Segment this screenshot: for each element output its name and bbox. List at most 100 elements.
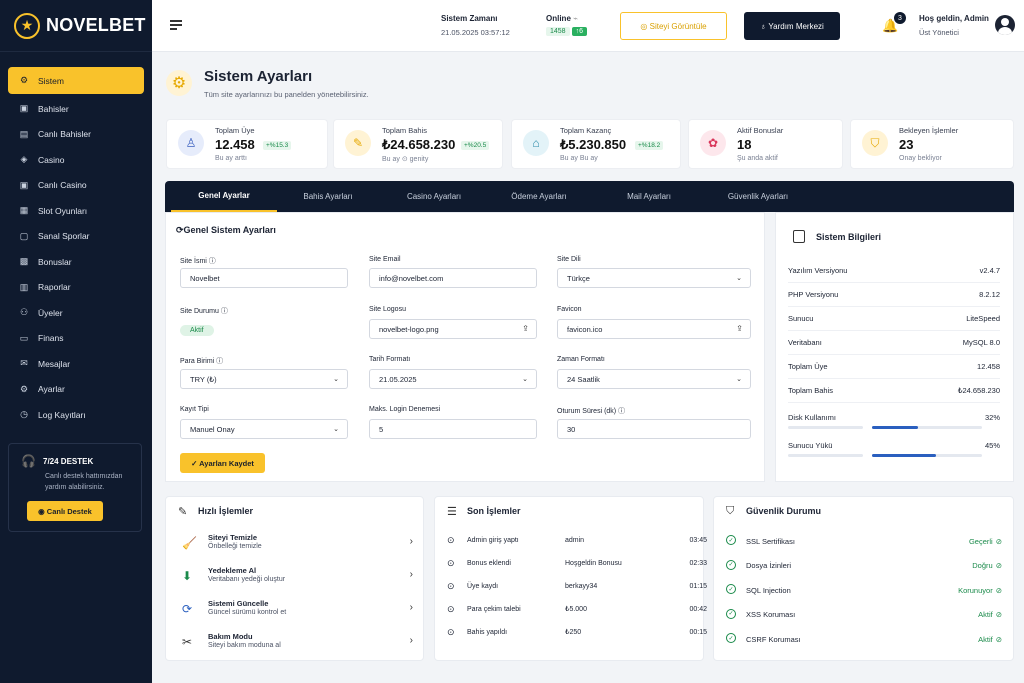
menu-toggle-icon[interactable] (170, 20, 182, 30)
shield-icon: ⛉ (862, 130, 888, 156)
sidebar-item-sistem[interactable]: ⚙ Sistem (8, 67, 144, 94)
users-icon: ♙ (178, 130, 204, 156)
date-format-select[interactable]: 21.05.2025 ⌄ (369, 369, 537, 389)
activity-row: ⊙ Para çekim talebi ₺5.000 00:42 (447, 598, 707, 620)
time-format-label: Zaman Formatı (557, 356, 605, 363)
sysinfo-meter-row: Sunucu Yükü 45% (788, 438, 1000, 452)
currency-select[interactable]: TRY (₺) ⌄ (180, 369, 348, 389)
sysinfo-value: LiteSpeed (966, 314, 1000, 323)
user-info[interactable]: Hoş geldin, Admin Üst Yönetici (919, 14, 989, 37)
help-center-button[interactable]: ♁ Yardım Merkezi (744, 12, 840, 40)
tab-bahis-ayarlar-[interactable]: Bahis Ayarları (303, 192, 353, 201)
site-logo-upload[interactable]: novelbet-logo.png ⇪ (369, 319, 537, 339)
quick-action-item[interactable]: ⬇ Yedekleme Al Veritabanı yedeği oluştur › (180, 563, 413, 593)
bell-icon[interactable]: 🔔 (882, 18, 899, 33)
chevron-right-icon: › (409, 569, 413, 580)
activity-row: ⊙ Admin giriş yaptı admin 03:45 (447, 529, 707, 551)
stat-value: 12.458 (215, 137, 255, 152)
sidebar-item-sanal-sporlar[interactable]: ▢ Sanal Sporlar (0, 224, 152, 250)
support-title: 7/24 DESTEK (43, 456, 94, 466)
sidebar-item-label: Canlı Bahisler (38, 129, 91, 140)
live-casino-icon: ▣ (19, 179, 29, 190)
quick-action-item[interactable]: 🧹 Siteyi Temizle Önbelleği temizle › (180, 530, 413, 560)
activity-icon: ⊙ (447, 580, 455, 591)
stat-value: 18 (737, 137, 752, 152)
site-email-input[interactable]: info@novelbet.com (369, 268, 537, 288)
sidebar-item-bahisler[interactable]: ▣ Bahisler (0, 96, 152, 122)
sidebar-item-canl-casino[interactable]: ▣ Canlı Casino (0, 173, 152, 199)
sidebar-item-slot-oyunlar-[interactable]: ▦ Slot Oyunları (0, 198, 152, 224)
gift-icon: ✿ (700, 130, 726, 156)
sysinfo-row: PHP Versiyonu 8.2.12 (788, 283, 1000, 307)
finance-icon: ▭ (19, 332, 29, 343)
meter-bar-track (872, 454, 982, 457)
save-settings-button[interactable]: ✓ Ayarları Kaydet (180, 453, 265, 473)
activity-time: 00:15 (689, 628, 707, 636)
site-name-input[interactable]: Novelbet (180, 268, 348, 288)
general-settings-card: ⟳Genel Sistem Ayarları Site İsmi ⓘ Novel… (165, 212, 765, 482)
check-icon: ⊘ (995, 634, 1002, 644)
tab--deme-ayarlar-[interactable]: Ödeme Ayarları (511, 192, 567, 201)
security-status-title: Güvenlik Durumu (746, 506, 822, 516)
upload-icon: ⇪ (522, 324, 529, 333)
max-login-input[interactable]: 5 (369, 419, 537, 439)
activity-action: Admin giriş yaptı (467, 536, 519, 544)
favicon-upload[interactable]: favicon.ico ⇪ (557, 319, 751, 339)
tab-casino-ayarlar-[interactable]: Casino Ayarları (406, 192, 462, 201)
tab-g-venlik-ayarlar-[interactable]: Güvenlik Ayarları (727, 192, 789, 201)
upload-icon: ⇪ (736, 324, 743, 333)
avatar[interactable] (995, 15, 1015, 35)
slot-icon: ▦ (19, 205, 29, 216)
sidebar-item-raporlar[interactable]: ▥ Raporlar (0, 275, 152, 301)
live-support-button[interactable]: ◉ Canlı Destek (27, 501, 103, 521)
chevron-right-icon: › (409, 635, 413, 646)
stat-value: ₺5.230.850 (560, 137, 627, 152)
stat-title: Toplam Kazanç (560, 126, 612, 135)
activity-icon: ⊙ (447, 534, 455, 545)
sysinfo-meter-row: Disk Kullanımı 32% (788, 410, 1000, 424)
sidebar-item-casino[interactable]: ◈ Casino (0, 147, 152, 173)
welcome-text: Hoş geldin, Admin (919, 14, 989, 23)
sidebar-item--yeler[interactable]: ⚇ Üyeler (0, 300, 152, 326)
time-format-select[interactable]: 24 Saatlik ⌄ (557, 369, 751, 389)
sidebar-item-ayarlar[interactable]: ⚙ Ayarlar (0, 377, 152, 403)
sidebar-item-finans[interactable]: ▭ Finans (0, 326, 152, 352)
quick-action-title: Siteyi Temizle (208, 533, 258, 542)
live-icon: ▤ (19, 128, 29, 139)
meter-value: 32% (984, 412, 1000, 422)
view-site-button[interactable]: ◎ Siteyi Görüntüle (620, 12, 727, 40)
quick-action-title: Yedekleme Al (208, 566, 257, 575)
online-label: Online (546, 14, 571, 23)
quick-actions-card: ✎ Hızlı İşlemler 🧹 Siteyi Temizle Önbelleğ… (165, 496, 424, 661)
max-login-label: Maks. Login Denemesi (369, 406, 441, 413)
recent-activity-title: Son İşlemler (467, 506, 521, 516)
site-lang-select[interactable]: Türkçe ⌄ (557, 268, 751, 288)
quick-action-item[interactable]: ⟳ Sistemi Güncelle Güncel sürümü kontrol e… (180, 596, 413, 626)
logo[interactable]: ★ NOVELBET (0, 0, 152, 52)
sidebar-item-canl-bahisler[interactable]: ▤ Canlı Bahisler (0, 122, 152, 148)
session-input[interactable]: 30 (557, 419, 751, 439)
check-circle-icon: ✓ (726, 633, 736, 643)
shield-icon: ⛉ (726, 505, 735, 517)
sidebar-item-log-kay-tlar-[interactable]: ◷ Log Kayıtları (0, 402, 152, 428)
signal-icon: ⌁ (573, 14, 578, 23)
gear-icon: ⚙ (19, 75, 29, 85)
reg-type-select[interactable]: Manuel Onay ⌄ (180, 419, 348, 439)
sidebar-item-bonuslar[interactable]: ▩ Bonuslar (0, 249, 152, 275)
activity-time: 03:45 (689, 536, 707, 544)
stat-card: ✿ Aktif Bonuslar 18 Şu anda aktif (688, 119, 843, 169)
online-status: Online ⌁ 1458 ↑6 (546, 14, 587, 36)
settings-icon: ⚙ (19, 383, 29, 394)
sidebar-item-mesajlar[interactable]: ✉ Mesajlar (0, 351, 152, 377)
site-status-toggle[interactable]: Aktif (180, 325, 214, 336)
broom-icon: 🧹 (182, 536, 197, 550)
activity-row: ⊙ Üye kaydı berkayy34 01:15 (447, 575, 707, 597)
site-status-label: Site Durumu ⓘ (180, 308, 228, 315)
activity-row: ⊙ Bahis yapıldı ₺250 00:15 (447, 621, 707, 643)
stat-trend: +%18.2 (635, 141, 664, 150)
security-row: ✓ XSS Koruması Aktif ⊘ (726, 603, 1002, 627)
quick-action-item[interactable]: ✂ Bakım Modu Siteyi bakım moduna al › (180, 629, 413, 659)
tab-mail-ayarlar-[interactable]: Mail Ayarları (627, 192, 671, 201)
tab-genel-ayarlar[interactable]: Genel Ayarlar (171, 181, 277, 212)
security-status-card: ⛉ Güvenlik Durumu ✓ SSL Sertifikası Geçerl… (713, 496, 1014, 661)
